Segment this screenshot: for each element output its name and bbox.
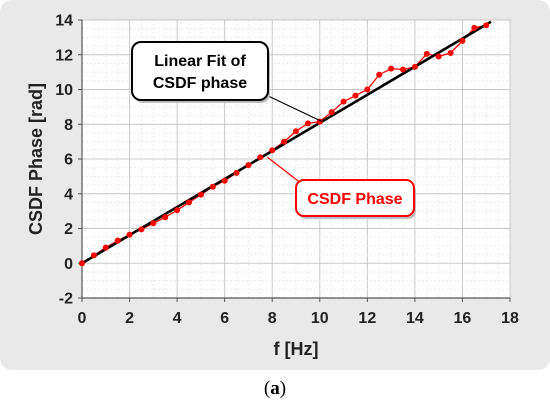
annotation-text-linear-fit: CSDF phase bbox=[153, 75, 247, 92]
y-tick-label: 8 bbox=[64, 117, 73, 134]
caption-label: a bbox=[270, 378, 280, 399]
data-point bbox=[221, 177, 228, 184]
data-point bbox=[435, 53, 442, 60]
data-point bbox=[376, 71, 383, 78]
y-tick-label: 14 bbox=[55, 13, 73, 30]
annotation-box-linear-fit bbox=[131, 41, 269, 101]
data-point bbox=[138, 226, 145, 233]
data-point bbox=[447, 50, 454, 57]
y-tick-label: 2 bbox=[64, 221, 73, 238]
annotation-pointer-csdf-phase bbox=[267, 156, 303, 185]
data-point bbox=[352, 92, 359, 99]
chart: 0 2 4 6 8 10 12 14 16 18 -2 0 2 4 6 8 10 12 14 f [Hz] CSDF P… bbox=[26, 13, 519, 360]
annotation-pointer-linear-fit bbox=[263, 93, 323, 123]
x-tick-label: 0 bbox=[78, 310, 87, 327]
data-point bbox=[233, 169, 240, 176]
data-point bbox=[459, 37, 466, 44]
data-point bbox=[281, 138, 288, 145]
y-tick-label: 6 bbox=[64, 152, 73, 169]
x-tick-label: 8 bbox=[268, 310, 277, 327]
x-tick-label: 12 bbox=[358, 310, 376, 327]
y-tick-label: -2 bbox=[59, 291, 73, 308]
data-point bbox=[328, 109, 335, 116]
data-point bbox=[197, 191, 204, 198]
data-point bbox=[304, 120, 311, 127]
x-tick-label: 2 bbox=[125, 310, 134, 327]
data-point bbox=[411, 63, 418, 70]
data-point bbox=[257, 154, 264, 161]
x-tick-label: 18 bbox=[501, 310, 519, 327]
annotation-box-csdf-phase bbox=[295, 179, 415, 217]
data-point bbox=[245, 162, 252, 169]
y-axis-title: CSDF Phase [rad] bbox=[26, 83, 46, 235]
data-point bbox=[174, 207, 181, 214]
x-tick-label: 10 bbox=[311, 310, 329, 327]
series-markers-csdf-phase bbox=[79, 22, 490, 267]
data-point bbox=[186, 199, 192, 206]
chart-frame: 0 2 4 6 8 10 12 14 16 18 -2 0 2 4 6 8 10 12 14 f [Hz] CSDF P… bbox=[0, 0, 550, 370]
data-point bbox=[340, 98, 347, 105]
data-point bbox=[483, 22, 490, 29]
data-point bbox=[471, 24, 478, 31]
data-point bbox=[293, 128, 299, 135]
data-point bbox=[364, 86, 371, 93]
data-point bbox=[209, 183, 216, 190]
data-point bbox=[126, 231, 133, 238]
y-tick-label: 4 bbox=[64, 186, 73, 203]
y-tick-label: 10 bbox=[55, 82, 73, 99]
x-tick-label: 4 bbox=[173, 310, 182, 327]
x-axis-title: f [Hz] bbox=[274, 339, 319, 359]
data-point bbox=[162, 214, 169, 221]
figure-caption: (a) bbox=[263, 378, 287, 399]
data-point bbox=[269, 147, 276, 154]
data-point bbox=[423, 50, 430, 57]
data-point bbox=[114, 237, 121, 244]
data-point bbox=[102, 244, 109, 251]
x-tick-label: 6 bbox=[220, 310, 229, 327]
x-tick-label: 14 bbox=[406, 310, 424, 327]
data-point bbox=[388, 65, 395, 72]
data-point bbox=[90, 252, 97, 259]
data-point bbox=[400, 66, 406, 73]
y-tick-label: 0 bbox=[64, 256, 73, 273]
x-tick-label: 16 bbox=[454, 310, 472, 327]
data-point bbox=[79, 260, 85, 267]
y-tick-label: 12 bbox=[55, 47, 73, 64]
annotation-text-csdf-phase: CSDF Phase bbox=[307, 191, 402, 208]
data-point bbox=[150, 220, 157, 227]
annotation-text-linear-fit: Linear Fit of bbox=[154, 53, 246, 70]
